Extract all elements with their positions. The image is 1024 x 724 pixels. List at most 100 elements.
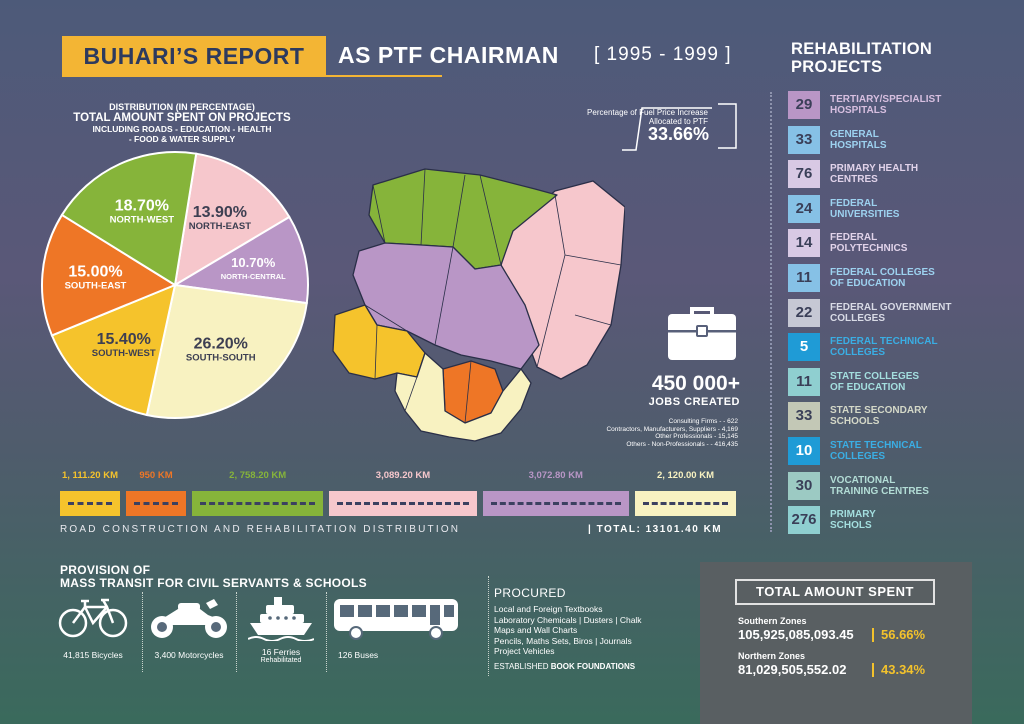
transit-ferries: 16 Ferries Rehabilitated <box>244 595 318 664</box>
rehab-item: 5 FEDERAL TECHNICAL COLLEGES <box>788 332 970 362</box>
transit-ferries-sub: Rehabilitated <box>260 657 302 664</box>
rehab-item-label-line2: COLLEGES <box>830 347 886 359</box>
transit-motorcycles: 3,400 Motorcycles <box>145 595 233 660</box>
rehab-item: 29 TERTIARY/SPECIALIST HOSPITALS <box>788 90 970 120</box>
southern-pct: 56.66% <box>881 627 926 642</box>
rehab-item-label-line1: VOCATIONAL <box>830 474 896 486</box>
jobs-value: 450 000+ <box>651 372 740 395</box>
procured-item: Local and Foreign Textbooks <box>494 604 603 614</box>
jobs-breakdown-item: Contractors, Manufacturers, Suppliers - … <box>606 425 738 433</box>
road-dash-line <box>337 502 469 505</box>
road-km-label: 1, 111.20 KM <box>62 470 118 481</box>
pie-slice-label: NORTH-WEST <box>110 214 175 225</box>
road-dash-line <box>68 502 112 505</box>
fuel-value: 33.66% <box>647 124 709 144</box>
southern-label: Southern Zones <box>738 616 807 626</box>
pie-slice-north-central <box>172 215 309 305</box>
rehab-item: 11 FEDERAL COLLEGES OF EDUCATION <box>788 263 970 293</box>
rehab-item-count: 76 <box>788 160 820 189</box>
road-bar-segment <box>634 491 736 516</box>
total-title: TOTAL AMOUNT SPENT <box>735 579 935 605</box>
pie-slice-label: NORTH-CENTRAL <box>221 272 286 281</box>
rehab-item-count: 276 <box>788 506 820 535</box>
rehab-item-count: 11 <box>788 264 820 292</box>
motorcycle-icon <box>151 599 227 638</box>
transit-bicycles: 41,815 Bicycles <box>56 595 130 660</box>
pie-caption-line3: INCLUDING ROADS - EDUCATION - HEALTH <box>92 124 272 134</box>
rehab-title-line2: PROJECTS <box>791 58 883 76</box>
pie-slice-value: 15.00% <box>68 263 122 280</box>
procured-title: PROCURED <box>494 586 566 600</box>
rehab-item: 14 FEDERAL POLYTECHNICS <box>788 228 970 258</box>
rehab-item-label-line2: CENTRES <box>830 174 878 186</box>
rehab-item: 76 PRIMARY HEALTH CENTRES <box>788 159 970 189</box>
rehab-divider <box>770 92 772 532</box>
rehab-item-label-line1: FEDERAL COLLEGES <box>830 267 935 278</box>
rehab-item-label-line2: COLLEGES <box>830 312 886 324</box>
rehab-item-label: PRIMARY SCHOLS <box>830 509 970 531</box>
northern-value: 81,029,505,552.02 <box>738 662 847 677</box>
pie-slice-south-west <box>50 283 177 417</box>
rehab-item-count: 10 <box>788 437 820 465</box>
map-zone-south-south <box>394 352 532 442</box>
rehab-item-label: VOCATIONAL TRAINING CENTRES <box>830 475 970 497</box>
rehab-title-line1: REHABILITATION <box>791 40 933 58</box>
total-panel <box>700 562 972 724</box>
rehab-item-label-line2: HOSPITALS <box>830 139 887 151</box>
rehab-item-label-line2: OF EDUCATION <box>830 381 906 393</box>
pie-slice-value: 26.20% <box>194 335 248 352</box>
transit-ferries-caption: 16 Ferries <box>261 647 301 657</box>
rehab-item-label: FEDERAL POLYTECHNICS <box>830 232 970 254</box>
rehab-item-label-line1: FEDERAL TECHNICAL <box>830 336 938 348</box>
road-total: | TOTAL: 13101.40 KM <box>588 524 723 535</box>
road-caption: ROAD CONSTRUCTION AND REHABILITATION DIS… <box>60 524 461 535</box>
northern-label: Northern Zones <box>738 651 806 661</box>
rehab-item-label-line1: FEDERAL <box>830 197 878 209</box>
rehab-item-label: FEDERAL COLLEGES OF EDUCATION <box>830 267 970 289</box>
rehab-item-label-line2: POLYTECHNICS <box>830 243 908 255</box>
rehab-item-label-line1: STATE COLLEGES <box>830 370 920 382</box>
rehab-item-count: 33 <box>788 402 820 431</box>
bicycle-icon <box>58 598 128 638</box>
road-bar-segment <box>192 491 324 516</box>
pie-slice-south-south <box>145 283 308 419</box>
pie-slice-label: SOUTH-EAST <box>65 280 127 291</box>
rehab-item: 10 STATE TECHNICAL COLLEGES <box>788 436 970 466</box>
ferry-icon <box>247 597 315 642</box>
road-km-label: 950 KM <box>139 470 173 481</box>
rehab-item-count: 30 <box>788 471 820 500</box>
fuel-bracket <box>622 103 737 151</box>
rehab-item-label-line1: FEDERAL GOVERNMENT <box>830 301 952 313</box>
jobs-breakdown-item: Other Professionals - 15,145 <box>655 433 738 440</box>
rehab-item-label-line2: UNIVERSITIES <box>830 208 900 220</box>
road-bar-segment <box>126 491 186 516</box>
pie-chart: 13.90%NORTH-EAST 10.70% NORTH-CENTRAL 26.20… <box>41 151 309 419</box>
road-dash-line <box>642 502 728 505</box>
road-dash-line <box>490 502 621 505</box>
road-dash-line <box>200 502 316 505</box>
northern-pct: 43.34% <box>881 662 926 677</box>
road-km-label: 2, 120.00 KM <box>656 470 714 481</box>
road-km-label: 3,072.80 KM <box>528 470 583 481</box>
transit-title: PROVISION OF MASS TRANSIT FOR CIVIL SERV… <box>60 564 367 590</box>
rehab-item-count: 29 <box>788 91 820 119</box>
pie-slice-value: 15.40% <box>97 331 151 348</box>
rehab-item-label-line1: PRIMARY <box>830 509 876 521</box>
road-bar-segment <box>329 491 477 516</box>
pie-caption-line1: DISTRIBUTION (IN PERCENTAGE) <box>109 102 255 112</box>
rehab-item-label-line2: COLLEGES <box>830 451 886 462</box>
rehab-item-label: FEDERAL TECHNICAL COLLEGES <box>830 336 970 358</box>
report-title: AS PTF CHAIRMAN <box>338 42 559 68</box>
pie-slice-label: SOUTH-WEST <box>92 348 156 359</box>
road-km-label: 3,089.20 KM <box>375 470 431 481</box>
report-years: [ 1995 - 1999 ] <box>594 44 732 65</box>
pie-slice-south-east <box>41 213 178 337</box>
rehab-item-label-line1: STATE SECONDARY <box>830 405 928 417</box>
pie-slice-label: NORTH-EAST <box>189 221 251 232</box>
rehab-item-label: PRIMARY HEALTH CENTRES <box>830 163 970 185</box>
rehab-item-label: STATE COLLEGES OF EDUCATION <box>830 371 970 393</box>
bus-icon <box>334 599 458 640</box>
transit-buses: 126 Buses <box>332 595 462 660</box>
rehab-item-count: 11 <box>788 367 820 396</box>
rehab-item-label-line2: TRAINING CENTRES <box>830 485 929 497</box>
